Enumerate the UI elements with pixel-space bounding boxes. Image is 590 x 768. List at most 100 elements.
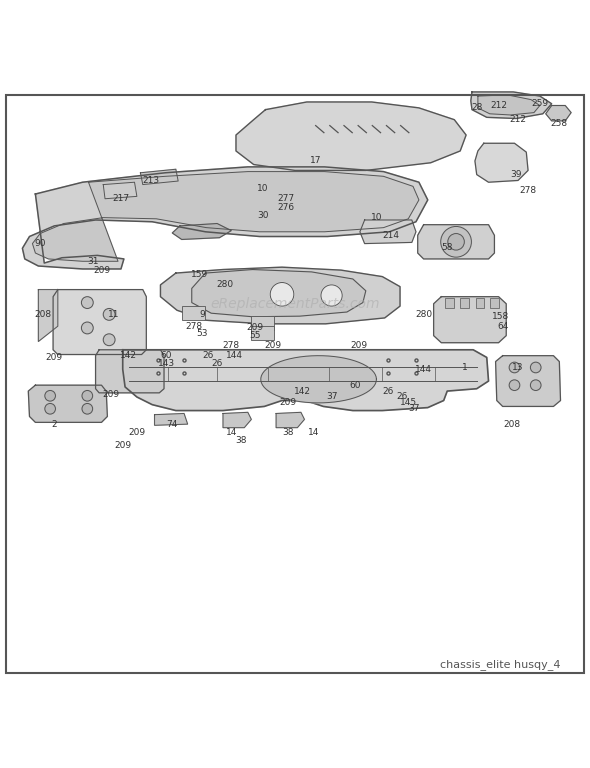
Text: 276: 276 (277, 203, 295, 211)
Bar (182, 306, 205, 320)
Text: 39: 39 (510, 170, 522, 179)
Bar (460, 298, 469, 309)
Text: 9: 9 (199, 310, 205, 319)
Bar (251, 316, 274, 329)
Text: 37: 37 (326, 392, 337, 402)
Text: 209: 209 (93, 266, 110, 275)
Text: 212: 212 (490, 101, 507, 110)
Text: 38: 38 (235, 435, 247, 445)
Text: 144: 144 (415, 365, 432, 374)
Polygon shape (471, 92, 552, 118)
Text: eReplacementParts.com: eReplacementParts.com (210, 297, 380, 311)
Text: 277: 277 (277, 194, 295, 204)
Text: 280: 280 (217, 280, 234, 290)
Text: 212: 212 (510, 115, 526, 124)
Polygon shape (546, 105, 571, 121)
Circle shape (45, 390, 55, 401)
Text: 26: 26 (382, 386, 394, 396)
Polygon shape (53, 290, 146, 355)
Circle shape (103, 334, 115, 346)
Text: 213: 213 (142, 176, 159, 185)
Circle shape (81, 322, 93, 334)
Circle shape (45, 403, 55, 414)
Text: 143: 143 (158, 359, 175, 368)
Polygon shape (22, 167, 428, 269)
Polygon shape (32, 171, 419, 261)
Polygon shape (160, 267, 400, 324)
Text: 209: 209 (350, 341, 368, 350)
Text: 37: 37 (408, 404, 420, 413)
Polygon shape (478, 95, 540, 115)
Text: 158: 158 (491, 312, 509, 321)
Text: 30: 30 (257, 211, 268, 220)
Polygon shape (223, 412, 251, 428)
Polygon shape (261, 356, 376, 403)
Text: 209: 209 (114, 442, 132, 451)
Text: 159: 159 (191, 270, 208, 280)
Circle shape (530, 362, 541, 372)
Polygon shape (96, 349, 164, 393)
Circle shape (82, 403, 93, 414)
Text: 26: 26 (396, 392, 408, 402)
Polygon shape (123, 349, 489, 411)
Text: 280: 280 (415, 310, 432, 319)
Circle shape (448, 233, 464, 250)
Text: 58: 58 (441, 243, 453, 252)
Bar (490, 298, 499, 309)
Text: 26: 26 (211, 359, 223, 368)
Text: 38: 38 (282, 428, 294, 437)
Text: 209: 209 (102, 390, 120, 399)
Polygon shape (28, 386, 107, 422)
Text: 53: 53 (196, 329, 208, 339)
Text: 145: 145 (399, 399, 417, 407)
Text: 209: 209 (279, 399, 297, 407)
Circle shape (530, 380, 541, 390)
Text: 1: 1 (462, 363, 468, 372)
Polygon shape (418, 225, 494, 259)
Text: 2: 2 (51, 419, 57, 429)
Text: 259: 259 (531, 99, 549, 108)
Text: 209: 209 (246, 323, 264, 333)
Text: 208: 208 (34, 310, 51, 319)
Text: 60: 60 (349, 381, 361, 389)
Text: 142: 142 (120, 351, 137, 360)
Circle shape (82, 390, 93, 401)
Text: 55: 55 (249, 331, 261, 340)
Bar (445, 298, 454, 309)
Text: 14: 14 (225, 428, 237, 437)
Bar (251, 326, 274, 339)
Polygon shape (103, 182, 137, 199)
Circle shape (81, 296, 93, 309)
Text: 64: 64 (497, 322, 509, 331)
Circle shape (270, 283, 294, 306)
Polygon shape (155, 413, 188, 425)
Text: 217: 217 (112, 194, 130, 203)
Text: 208: 208 (503, 419, 521, 429)
Text: 209: 209 (45, 353, 63, 362)
Polygon shape (172, 223, 231, 240)
Text: 209: 209 (128, 428, 146, 437)
Circle shape (441, 227, 471, 257)
Text: 214: 214 (382, 231, 399, 240)
Circle shape (103, 309, 115, 320)
Polygon shape (236, 102, 466, 170)
Bar (476, 298, 484, 309)
Text: 14: 14 (308, 428, 320, 437)
Polygon shape (276, 412, 304, 428)
Polygon shape (360, 220, 416, 243)
Polygon shape (192, 270, 366, 316)
Text: 26: 26 (202, 351, 214, 360)
Text: 17: 17 (310, 157, 322, 165)
Text: 10: 10 (371, 214, 382, 222)
Polygon shape (38, 290, 58, 342)
Polygon shape (434, 296, 506, 343)
Text: 142: 142 (294, 386, 310, 396)
Text: 90: 90 (34, 239, 46, 248)
Polygon shape (475, 144, 528, 182)
Polygon shape (140, 169, 178, 184)
Polygon shape (496, 356, 560, 406)
Text: 10: 10 (257, 184, 268, 193)
Circle shape (321, 285, 342, 306)
Circle shape (509, 380, 520, 390)
Text: 278: 278 (222, 341, 240, 350)
